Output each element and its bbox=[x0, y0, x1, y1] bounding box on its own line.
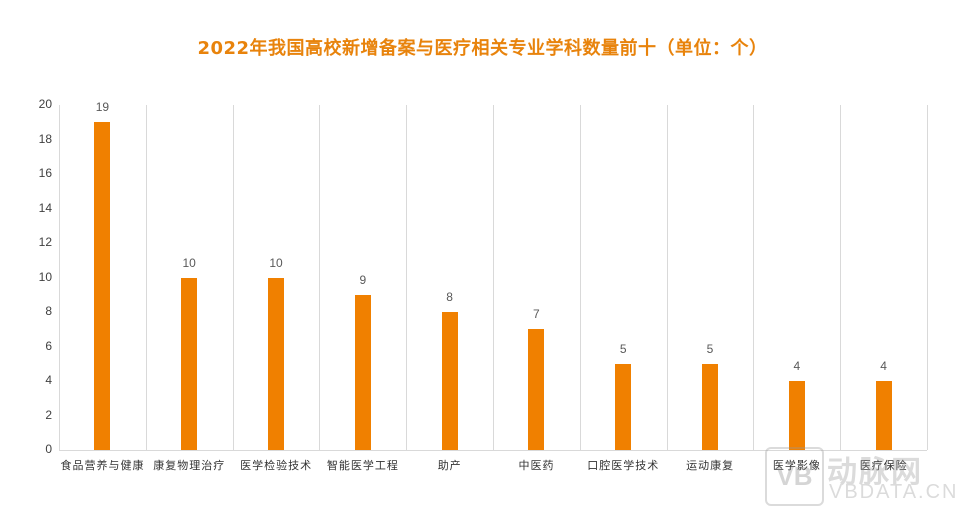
gridline bbox=[59, 105, 60, 450]
y-tick-label: 4 bbox=[45, 373, 52, 387]
x-tick-label: 运动康复 bbox=[686, 459, 735, 472]
gridline bbox=[927, 105, 928, 450]
gridline bbox=[493, 105, 494, 450]
gridline bbox=[146, 105, 147, 450]
data-label: 19 bbox=[95, 100, 110, 115]
data-label: 10 bbox=[182, 255, 196, 270]
bar[interactable] bbox=[702, 363, 718, 450]
y-tick-label: 12 bbox=[38, 235, 52, 249]
x-tick-label: 中医药 bbox=[518, 459, 555, 472]
plot-area: 19 10 10 9 8 7 5 5 4 4 bbox=[59, 100, 928, 451]
bar[interactable] bbox=[94, 122, 111, 450]
y-tick-label: 16 bbox=[38, 166, 52, 180]
x-tick-label: 医学影像 bbox=[772, 459, 821, 472]
data-label: 8 bbox=[446, 290, 453, 304]
bar[interactable] bbox=[615, 363, 632, 450]
gridline bbox=[406, 105, 407, 450]
data-label: 9 bbox=[359, 272, 367, 287]
bar[interactable] bbox=[268, 277, 284, 450]
data-label: 10 bbox=[269, 255, 283, 270]
x-tick-label: 医疗保险 bbox=[859, 459, 908, 472]
bar[interactable] bbox=[528, 329, 545, 450]
bar[interactable] bbox=[875, 381, 892, 450]
y-tick-label: 6 bbox=[45, 338, 52, 353]
data-label: 4 bbox=[880, 359, 887, 373]
x-tick-label: 智能医学工程 bbox=[326, 459, 399, 472]
watermark-en: VBDATA.CN bbox=[829, 481, 959, 503]
y-tick-label: 20 bbox=[38, 97, 52, 111]
watermark: VB 动脉网 VBDATA.CN bbox=[765, 447, 965, 507]
bar[interactable] bbox=[354, 294, 371, 450]
x-tick-label: 口腔医学技术 bbox=[587, 459, 660, 472]
y-tick-label: 0 bbox=[45, 442, 52, 456]
data-label: 5 bbox=[619, 341, 627, 356]
gridline bbox=[753, 105, 754, 450]
gridline bbox=[840, 105, 841, 450]
bar[interactable] bbox=[181, 277, 198, 450]
chart-title: 2022年我国高校新增备案与医疗相关专业学科数量前十（单位：个） bbox=[197, 38, 768, 59]
bar[interactable] bbox=[788, 381, 805, 450]
gridline bbox=[319, 105, 320, 450]
y-tick-label: 10 bbox=[38, 269, 52, 284]
x-tick-label: 康复物理治疗 bbox=[153, 459, 226, 472]
x-tick-label: 助产 bbox=[437, 459, 462, 472]
watermark-logo-icon: VB bbox=[765, 447, 824, 506]
bar[interactable] bbox=[441, 312, 458, 450]
x-axis-line bbox=[59, 450, 927, 451]
y-tick-label: 18 bbox=[38, 131, 52, 146]
x-tick-label: 医学检验技术 bbox=[240, 459, 313, 472]
data-label: 4 bbox=[793, 359, 801, 373]
y-tick-label: 8 bbox=[45, 304, 52, 318]
data-label: 7 bbox=[533, 307, 540, 322]
y-tick-label: 14 bbox=[38, 200, 52, 215]
data-label: 5 bbox=[706, 341, 714, 356]
x-tick-label: 食品营养与健康 bbox=[60, 459, 145, 472]
y-tick-label: 2 bbox=[45, 407, 52, 422]
watermark-cn: 动脉网 bbox=[827, 455, 923, 490]
gridline bbox=[667, 105, 668, 450]
gridline bbox=[233, 105, 234, 450]
gridline bbox=[580, 105, 581, 450]
